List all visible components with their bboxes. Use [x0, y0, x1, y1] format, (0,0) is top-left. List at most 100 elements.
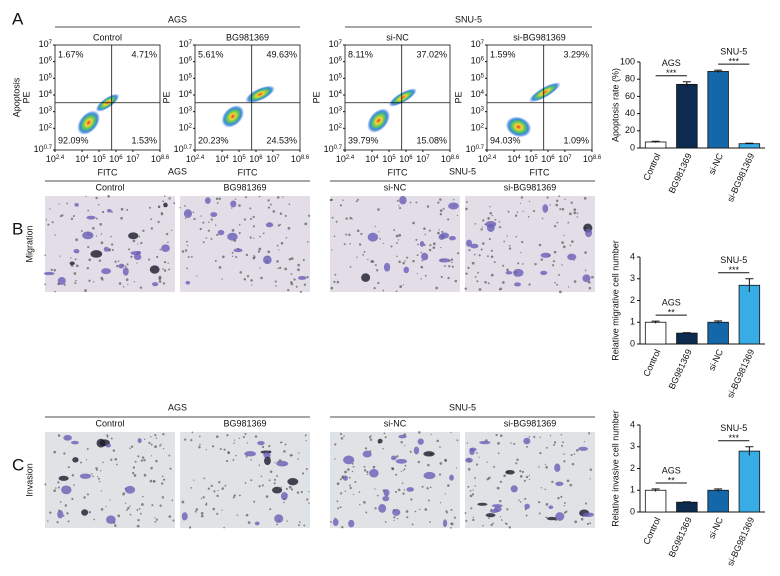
pore — [214, 259, 217, 262]
group-label: SNU-5 — [449, 166, 476, 176]
pore — [487, 217, 490, 220]
tick-exponent: 4 — [339, 90, 343, 96]
pore — [343, 435, 345, 437]
pore — [238, 494, 241, 497]
pore — [249, 236, 252, 239]
pore — [161, 496, 165, 499]
error-bar — [682, 81, 691, 87]
pore — [120, 207, 124, 211]
pore — [521, 240, 524, 244]
pore — [589, 468, 593, 472]
cell — [183, 209, 192, 218]
pore — [334, 273, 337, 276]
pore — [349, 216, 352, 220]
pore — [538, 466, 540, 468]
pore — [133, 281, 136, 283]
cell — [263, 255, 272, 265]
y-axis-label: PE — [21, 91, 31, 103]
pore — [193, 479, 195, 481]
pore — [162, 448, 165, 450]
pore — [287, 289, 290, 292]
pore — [141, 456, 145, 459]
pore — [545, 465, 548, 469]
pore — [549, 435, 552, 437]
pore — [428, 229, 431, 232]
pore — [561, 264, 563, 266]
pore — [379, 238, 381, 240]
pore — [576, 212, 579, 215]
pore — [409, 201, 412, 204]
pore — [569, 212, 572, 216]
y-tick-label: 3 — [630, 273, 635, 283]
cell — [297, 275, 307, 280]
pore — [64, 504, 68, 507]
pore — [289, 454, 293, 457]
pore — [54, 234, 56, 236]
tick-exponent: 0.7 — [334, 145, 343, 151]
pore — [398, 207, 402, 210]
tick-exponent: 7 — [426, 155, 430, 161]
density-cloud — [221, 105, 244, 128]
pore — [268, 445, 271, 448]
pore — [223, 526, 225, 529]
cell — [493, 506, 502, 513]
cell — [161, 244, 170, 253]
pore — [188, 526, 192, 529]
pore — [423, 227, 426, 230]
pore — [75, 264, 79, 268]
x-tick-label: si-BG981369 — [725, 348, 756, 400]
pore — [571, 462, 575, 466]
pore — [306, 498, 309, 501]
pore — [280, 441, 283, 444]
pore — [213, 490, 216, 493]
tick-base: 10 — [179, 73, 189, 83]
pore — [522, 210, 524, 213]
tick-base: 10 — [329, 73, 339, 83]
pore — [252, 256, 256, 260]
pore — [571, 240, 574, 243]
cell — [122, 267, 129, 276]
y-tick-label: 80 — [625, 74, 635, 84]
cell — [449, 474, 454, 481]
pore — [136, 524, 140, 528]
pore — [148, 258, 151, 261]
pore — [283, 501, 285, 504]
pore — [231, 229, 235, 232]
pore — [502, 264, 505, 267]
pore — [366, 473, 369, 476]
x-tick-label: Control — [641, 516, 662, 547]
x-axis-label: FITC — [388, 167, 408, 177]
cell — [369, 468, 379, 478]
pore — [154, 445, 157, 449]
pore — [88, 258, 92, 262]
pore — [252, 215, 255, 219]
tick-base: 10 — [441, 154, 451, 164]
quadrant-percent: 1.09% — [563, 135, 589, 145]
pore — [224, 484, 227, 487]
pore — [344, 490, 346, 492]
error-bar — [745, 446, 754, 456]
pore — [468, 249, 471, 252]
pore — [49, 511, 52, 514]
pore — [508, 247, 512, 250]
pore — [359, 503, 361, 506]
pore — [214, 224, 217, 226]
pore — [351, 462, 354, 465]
pore — [167, 241, 169, 244]
pore — [92, 226, 95, 230]
pore — [98, 480, 101, 483]
y-tick-label: 40 — [625, 108, 635, 118]
pore — [117, 514, 121, 518]
tick-exponent: 5 — [49, 73, 53, 79]
tick-exponent: 7 — [189, 40, 193, 46]
tick-base: 10 — [109, 154, 119, 164]
pore — [500, 519, 503, 521]
pore — [75, 238, 79, 242]
y-tick-label: 60 — [625, 91, 635, 101]
cell — [505, 271, 513, 275]
pore — [305, 468, 308, 471]
cell — [263, 452, 271, 459]
cell — [149, 265, 160, 274]
cell — [210, 212, 218, 218]
pore — [358, 243, 362, 246]
